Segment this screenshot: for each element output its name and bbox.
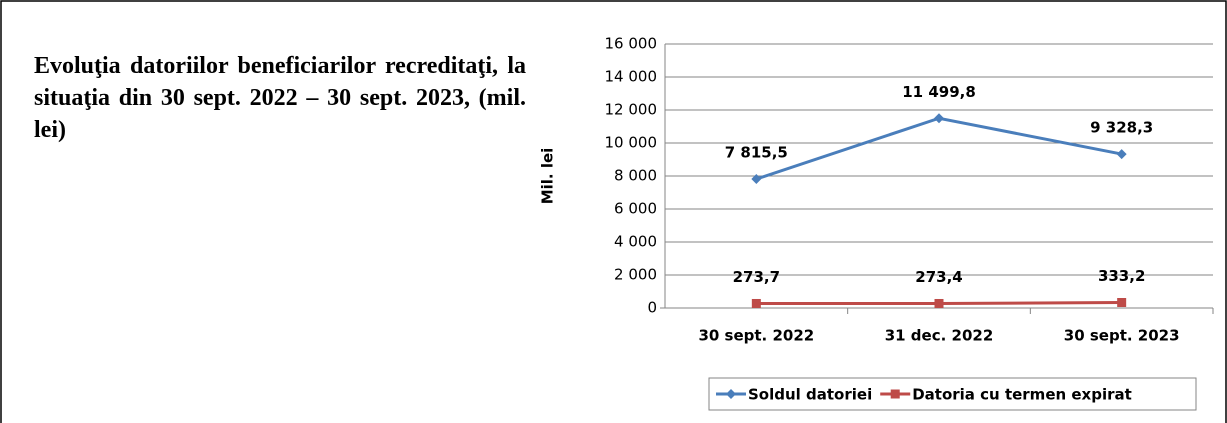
data-label: 273,4 [915, 268, 962, 286]
y-tick-label: 14 000 [605, 68, 658, 86]
y-tick-label: 2 000 [614, 266, 657, 284]
x-tick-label: 30 sept. 2023 [1064, 327, 1180, 345]
x-tick-label: 31 dec. 2022 [885, 327, 994, 345]
y-tick-label: 6 000 [614, 200, 657, 218]
marker [1117, 298, 1127, 308]
y-tick-label: 12 000 [605, 101, 658, 119]
y-tick-label: 8 000 [614, 167, 657, 185]
chart-title: Evoluţia datoriilor beneficiarilor recre… [34, 53, 526, 143]
marker [751, 298, 761, 308]
marker [934, 113, 944, 124]
marker [726, 389, 736, 399]
marker [890, 389, 900, 399]
data-label: 9 328,3 [1090, 119, 1153, 137]
legend-label: Datoria cu termen expirat [912, 386, 1132, 404]
data-label: 7 815,5 [725, 144, 788, 162]
y-tick-label: 10 000 [605, 134, 658, 152]
y-tick-label: 16 000 [605, 35, 658, 53]
marker [1116, 149, 1127, 160]
y-tick-label: 4 000 [614, 233, 657, 251]
marker [934, 298, 944, 308]
legend-box [708, 377, 1197, 411]
legend-label: Soldul datoriei [748, 386, 872, 404]
data-label: 11 499,8 [902, 83, 976, 101]
series-line [755, 116, 1122, 181]
x-tick-label: 30 sept. 2022 [698, 327, 814, 345]
y-axis-label: Mil. lei [539, 148, 557, 205]
y-tick-label: 0 [647, 299, 657, 317]
data-label: 273,7 [733, 268, 780, 286]
data-label: 333,2 [1098, 267, 1145, 285]
marker [751, 174, 762, 185]
